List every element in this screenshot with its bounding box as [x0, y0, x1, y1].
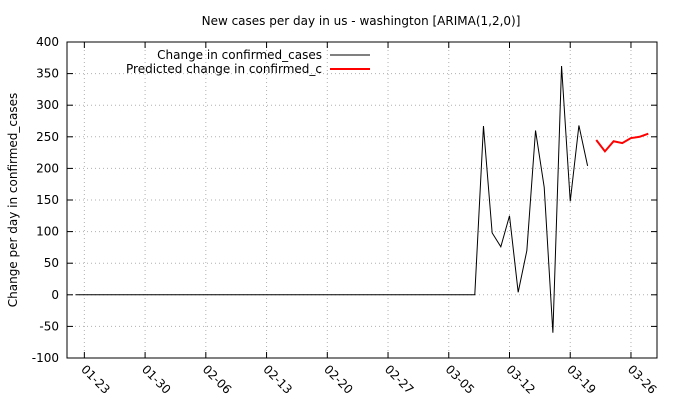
y-axis-label: Change per day in confirmed_cases: [6, 93, 20, 308]
x-tick-label: 03-05: [443, 362, 478, 397]
y-tick-label: 150: [36, 193, 59, 207]
y-tick-label: -50: [39, 319, 59, 333]
x-tick-label: 02-27: [382, 362, 417, 397]
y-tick-label: 0: [51, 288, 59, 302]
chart-title: New cases per day in us - washington [AR…: [202, 14, 521, 28]
y-tick-label: 50: [44, 256, 59, 270]
x-tick-label: 03-19: [564, 362, 599, 397]
y-tick-label: 250: [36, 130, 59, 144]
legend-label-2: Predicted change in confirmed_c: [126, 62, 322, 76]
x-tick-label: 02-06: [200, 362, 235, 397]
series-line-1: [75, 65, 589, 333]
y-tick-label: 350: [36, 67, 59, 81]
x-tick-label: 03-12: [503, 362, 538, 397]
x-tick-label: 02-20: [321, 362, 356, 397]
series-layer: [75, 65, 649, 333]
x-tick-label: 01-30: [139, 362, 174, 397]
x-tick-label: 02-13: [260, 362, 295, 397]
grid-layer: [67, 42, 657, 358]
y-tick-label: 400: [36, 35, 59, 49]
legend-label-1: Change in confirmed_cases: [157, 48, 322, 62]
y-tick-label: 200: [36, 161, 59, 175]
y-tick-label: -100: [32, 351, 59, 365]
x-tick-label: 01-23: [78, 362, 113, 397]
x-tick-label: 03-26: [625, 362, 660, 397]
plot-frame: [66, 41, 658, 359]
series-line-2: [595, 132, 649, 153]
y-tick-label: 100: [36, 225, 59, 239]
y-tick-label: 300: [36, 98, 59, 112]
axis-layer: -100 -50 0 50 100 150 200 250 300 350 400 01-23 01-3…: [32, 35, 660, 397]
